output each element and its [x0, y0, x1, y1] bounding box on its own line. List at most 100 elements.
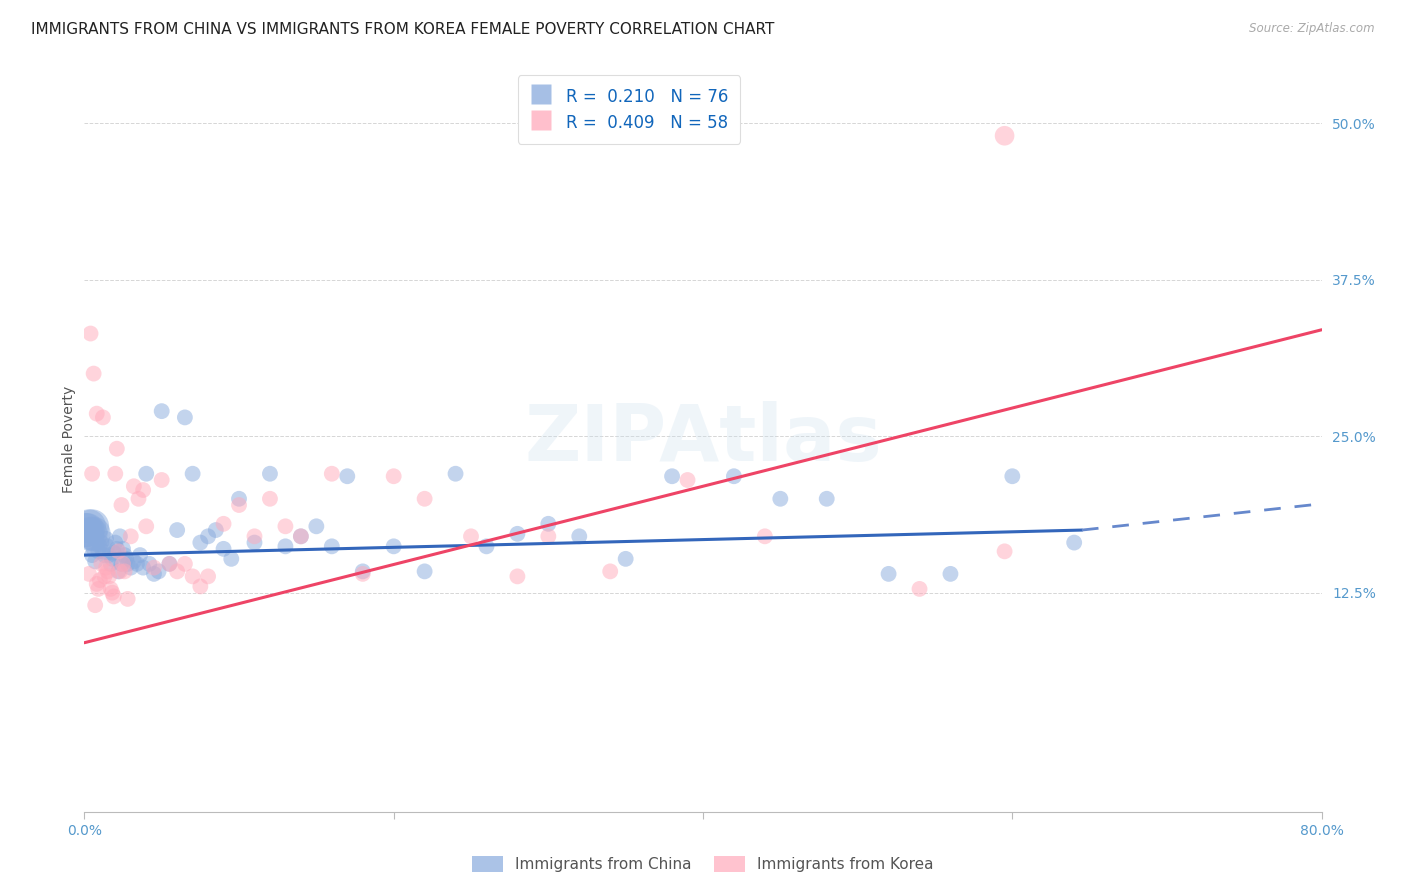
Text: ZIPAtlas: ZIPAtlas — [524, 401, 882, 477]
Point — [352, 565, 374, 579]
Point — [107, 565, 129, 579]
Point — [413, 565, 436, 579]
Point — [506, 569, 529, 583]
Point — [181, 569, 204, 583]
Point — [79, 535, 101, 549]
Point — [96, 539, 118, 553]
Point — [290, 529, 312, 543]
Point — [91, 544, 114, 558]
Point — [181, 467, 204, 481]
Point — [114, 565, 136, 579]
Point — [219, 552, 242, 566]
Point — [90, 557, 112, 571]
Point — [90, 535, 112, 549]
Point — [112, 541, 135, 556]
Point — [661, 469, 683, 483]
Point — [259, 467, 281, 481]
Point — [676, 473, 699, 487]
Point — [114, 548, 136, 562]
Point — [537, 529, 560, 543]
Point — [129, 548, 152, 562]
Point — [159, 557, 180, 571]
Point — [96, 565, 118, 579]
Point — [290, 529, 312, 543]
Point — [166, 565, 188, 579]
Point — [382, 469, 405, 483]
Point — [174, 410, 197, 425]
Point — [243, 535, 266, 549]
Point — [228, 491, 250, 506]
Point — [1001, 469, 1024, 483]
Point — [75, 523, 97, 537]
Point — [82, 519, 104, 533]
Point — [274, 519, 297, 533]
Point — [212, 541, 235, 556]
Point — [321, 539, 343, 553]
Point — [336, 469, 359, 483]
Point — [614, 552, 637, 566]
Text: Source: ZipAtlas.com: Source: ZipAtlas.com — [1250, 22, 1375, 36]
Y-axis label: Female Poverty: Female Poverty — [62, 385, 76, 493]
Point — [83, 367, 105, 381]
Point — [599, 565, 621, 579]
Point — [993, 544, 1015, 558]
Point — [101, 585, 124, 599]
Point — [103, 590, 125, 604]
Point — [104, 467, 127, 481]
Point — [79, 526, 101, 541]
Point — [143, 560, 166, 574]
Point — [537, 516, 560, 531]
Point — [93, 548, 115, 562]
Point — [506, 526, 529, 541]
Point — [174, 557, 197, 571]
Point — [352, 566, 374, 581]
Legend: Immigrants from China, Immigrants from Korea: Immigrants from China, Immigrants from K… — [464, 848, 942, 880]
Legend: R =  0.210   N = 76, R =  0.409   N = 58: R = 0.210 N = 76, R = 0.409 N = 58 — [517, 75, 740, 144]
Point — [117, 591, 139, 606]
Point — [89, 539, 111, 553]
Point — [110, 498, 132, 512]
Point — [125, 557, 148, 571]
Point — [1063, 535, 1085, 549]
Point — [993, 128, 1015, 143]
Point — [122, 554, 145, 568]
Point — [274, 539, 297, 553]
Point — [108, 529, 131, 543]
Point — [143, 566, 166, 581]
Point — [94, 532, 117, 546]
Point — [83, 541, 105, 556]
Point — [212, 516, 235, 531]
Point — [138, 557, 160, 571]
Point — [87, 582, 110, 596]
Point — [98, 548, 121, 562]
Point — [205, 523, 228, 537]
Point — [86, 577, 108, 591]
Point — [877, 566, 900, 581]
Point — [159, 557, 180, 571]
Point — [77, 523, 100, 537]
Point — [122, 479, 145, 493]
Point — [91, 410, 114, 425]
Point — [305, 519, 328, 533]
Point — [107, 544, 129, 558]
Point — [321, 467, 343, 481]
Point — [120, 529, 142, 543]
Point — [908, 582, 931, 596]
Point — [150, 404, 173, 418]
Point — [86, 407, 108, 421]
Point — [101, 552, 124, 566]
Point — [243, 529, 266, 543]
Point — [108, 565, 131, 579]
Point — [132, 483, 155, 497]
Point — [89, 573, 111, 587]
Point — [86, 529, 108, 543]
Point — [100, 582, 122, 596]
Point — [135, 467, 157, 481]
Point — [723, 469, 745, 483]
Point — [104, 535, 127, 549]
Point — [98, 569, 121, 583]
Point — [228, 498, 250, 512]
Point — [105, 541, 128, 556]
Text: IMMIGRANTS FROM CHINA VS IMMIGRANTS FROM KOREA FEMALE POVERTY CORRELATION CHART: IMMIGRANTS FROM CHINA VS IMMIGRANTS FROM… — [31, 22, 775, 37]
Point — [568, 529, 591, 543]
